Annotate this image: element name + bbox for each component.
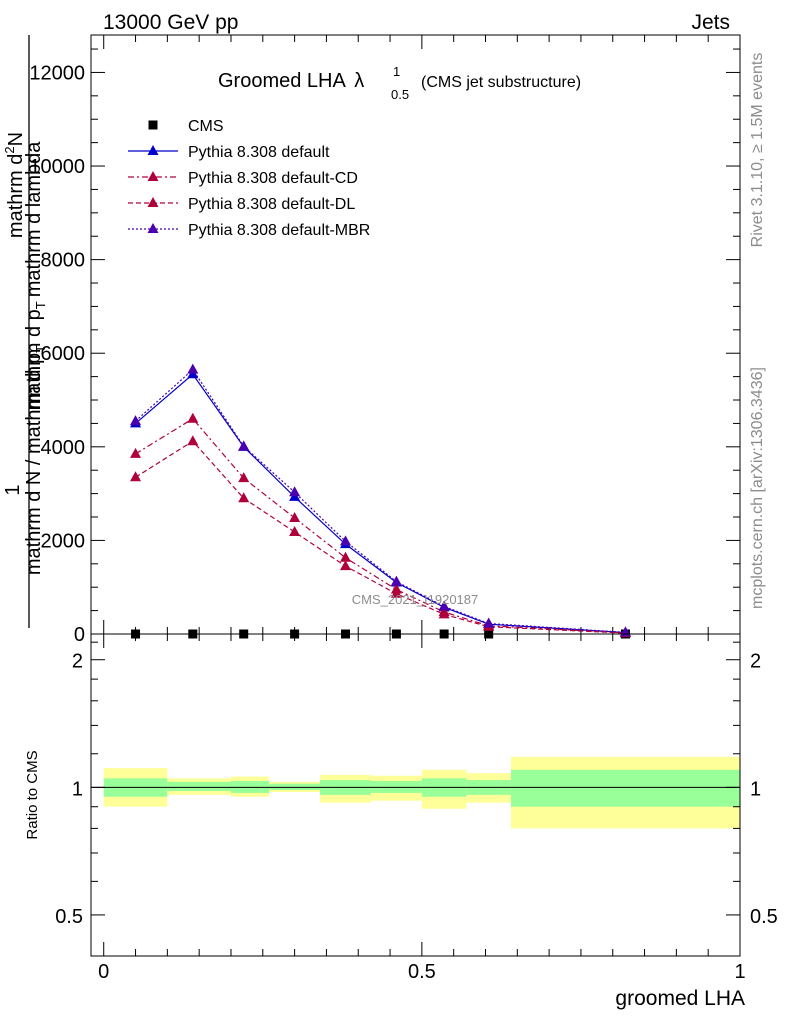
header-left-label: 13000 GeV pp	[103, 11, 238, 34]
title-main: Groomed LHA	[218, 70, 346, 92]
main-ytick-label: 10000	[29, 156, 85, 178]
ylabel-part-dp: mathrm d p	[23, 309, 45, 410]
ylabel-part-dlambda: mathrm d lambda	[23, 141, 45, 297]
main-ytick-label: 6000	[41, 343, 86, 365]
ylabel-sub-t1: T	[33, 345, 48, 353]
main-y-axis-label: 1 mathrm d N / mathrm d pT mathrm d pTma…	[2, 35, 48, 628]
mc-data-point	[130, 415, 142, 426]
ratio-plot-frame	[90, 633, 741, 957]
mc-data-point	[340, 560, 352, 571]
side-rivet-label: Rivet 3.1.10, ≥ 1.5M events	[749, 53, 766, 248]
title-suffix: (CMS jet substructure)	[421, 74, 581, 91]
ylabel-numerator-one: 1	[2, 484, 24, 495]
ylabel-sup-2: 2	[2, 146, 17, 153]
mc-data-point	[238, 472, 250, 483]
legend-entry: Pythia 8.308 default-DL	[128, 196, 355, 213]
main-ytick-label: 12000	[29, 62, 85, 84]
mc-data-point	[238, 440, 250, 451]
legend: CMS Pythia 8.308 default Pythia 8.308 defa…	[128, 118, 370, 239]
legend-entry: Pythia 8.308 default-CD	[128, 170, 358, 187]
ratio-inner-band	[510, 769, 740, 807]
ratio-ytick-label: 1	[72, 778, 83, 800]
mc-data-point	[390, 575, 402, 586]
title-symbol: λ	[354, 70, 364, 92]
plot-title: Groomed LHA λ 1 0.5 (CMS jet substructur…	[218, 64, 581, 102]
ratio-ticks: 0.5 0.5 1 1 2 2 0 0.5 1	[55, 634, 778, 983]
svg-text:mathrm d2N: mathrm d2N	[2, 132, 27, 238]
ratio-ytick-label: 0.5	[55, 906, 83, 928]
side-mcplots-label: mcplots.cern.ch [arXiv:1306.3436]	[749, 367, 766, 609]
ratio-bands-layer	[103, 756, 740, 829]
legend-label: Pythia 8.308 default-DL	[188, 196, 355, 213]
ratio-ytick-label-right: 2	[750, 651, 761, 673]
main-ytick-label: 0	[74, 624, 85, 646]
main-ticks: 0 2000 4000 6000 8000 10000 12000	[29, 35, 741, 646]
mc-data-point	[130, 447, 142, 458]
ratio-xtick-label: 1	[734, 961, 745, 983]
mc-data-point	[289, 525, 301, 536]
mc-data-point	[130, 471, 142, 482]
mc-data-point	[187, 435, 199, 446]
ylabel-part-d: mathrm d	[5, 154, 27, 238]
mc-data-point	[238, 492, 250, 503]
main-ytick-label: 8000	[41, 250, 86, 272]
mc-data-point	[340, 551, 352, 562]
mc-data-point	[438, 600, 450, 611]
analysis-watermark: CMS_2021_I1920187	[352, 592, 479, 607]
mc-data-point	[438, 608, 450, 619]
ratio-inner-band	[167, 781, 231, 792]
main-series-layer	[130, 363, 631, 639]
cms-data-point	[148, 120, 158, 130]
mc-data-point	[147, 145, 159, 155]
mc-data-point	[187, 412, 199, 423]
mc-data-point	[340, 535, 352, 546]
mc-data-point	[289, 486, 301, 497]
legend-label: Pythia 8.308 default-MBR	[188, 222, 370, 239]
series-line	[135, 417, 626, 634]
mc-data-point	[147, 197, 159, 207]
ratio-y-axis-label: Ratio to CMS	[24, 750, 41, 839]
legend-label: CMS	[188, 118, 224, 135]
title-subscript: 0.5	[391, 87, 409, 102]
main-ytick-label: 4000	[41, 437, 86, 459]
svg-text:mathrm d pTmathrm d lambda: mathrm d pTmathrm d lambda	[23, 141, 48, 411]
mc-data-point	[289, 511, 301, 522]
ylabel-sub-t2: T	[33, 301, 48, 309]
legend-entry: CMS	[148, 118, 224, 135]
main-ytick-label: 2000	[41, 530, 86, 552]
legend-label: Pythia 8.308 default-CD	[188, 170, 358, 187]
svg-text:Groomed LHA λ: Groomed LHA λ	[218, 70, 364, 92]
ratio-xtick-label: 0	[98, 961, 109, 983]
mc-data-point	[187, 363, 199, 374]
mc-data-point	[483, 617, 495, 628]
mc-data-point	[390, 587, 402, 598]
series-4	[130, 363, 631, 637]
ratio-xtick-label: 0.5	[408, 961, 436, 983]
legend-entry: Pythia 8.308 default-MBR	[128, 222, 370, 239]
legend-entry: Pythia 8.308 default	[128, 144, 330, 161]
ylabel-part-n: N	[5, 132, 27, 146]
header-right-label: Jets	[691, 11, 730, 34]
legend-label: Pythia 8.308 default	[188, 144, 330, 161]
ratio-ytick-label: 2	[72, 651, 83, 673]
mc-data-point	[147, 223, 159, 233]
ratio-ytick-label-right: 0.5	[750, 906, 778, 928]
mc-data-point	[147, 171, 159, 181]
title-superscript: 1	[393, 64, 400, 79]
x-axis-label: groomed LHA	[615, 987, 745, 1010]
ratio-ytick-label-right: 1	[750, 778, 761, 800]
